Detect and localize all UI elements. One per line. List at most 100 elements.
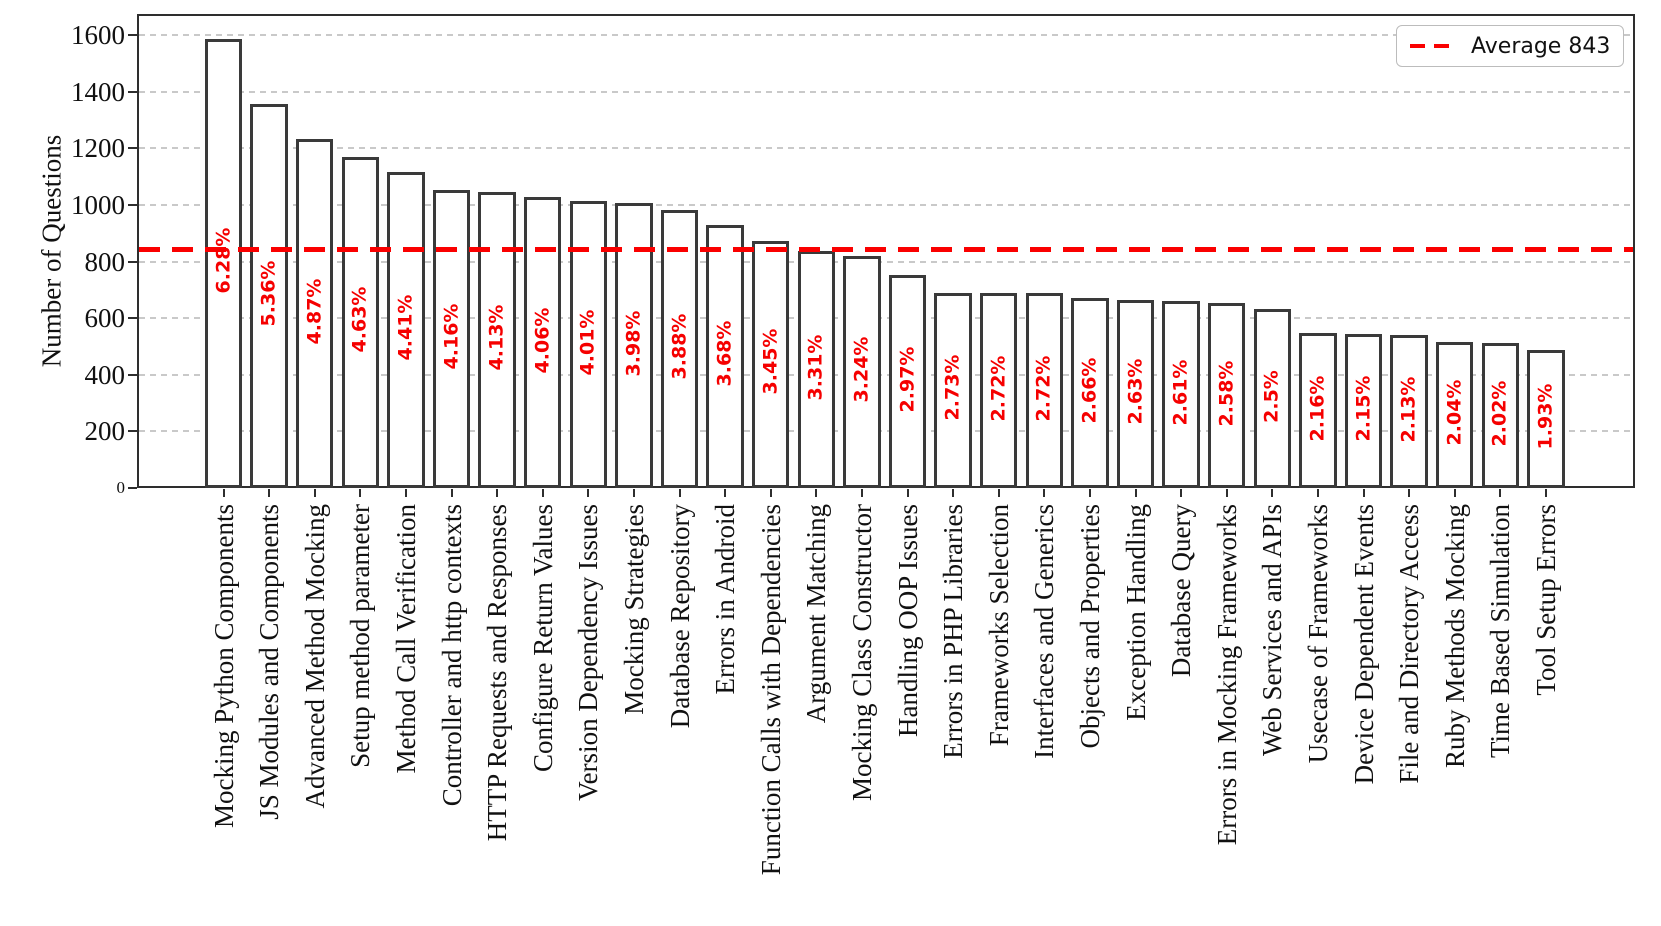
bar	[1299, 333, 1337, 488]
x-tick-label-text: Usecase of Frameworks	[1302, 504, 1333, 764]
bar	[1071, 297, 1109, 488]
x-tick-mark	[587, 489, 590, 497]
x-tick-label: Database Query	[1166, 504, 1196, 682]
bar-percent-label: 2.73%	[942, 355, 964, 426]
x-tick-label-text: Controller and http contexts	[436, 504, 467, 807]
bar-percent-text: 2.5%	[1260, 369, 1283, 423]
x-tick-mark	[1180, 489, 1183, 497]
y-tick-mark	[128, 90, 137, 93]
bar-percent-text: 3.68%	[713, 320, 736, 387]
bar-percent-text: 2.63%	[1124, 358, 1147, 425]
x-tick-label: Objects and Properties	[1075, 504, 1105, 753]
x-tick-label: Device Dependent Events	[1348, 504, 1378, 789]
bar-percent-label: 3.68%	[713, 320, 736, 392]
y-tick-mark	[128, 260, 137, 263]
y-tick-mark	[128, 317, 137, 320]
x-tick-label-text: HTTP Requests and Responses	[481, 504, 512, 842]
y-tick-mark	[128, 204, 137, 206]
bar-percent-text: 2.15%	[1352, 375, 1375, 442]
bar-percent-text: 3.24%	[850, 336, 873, 403]
bar-percent-label: 4.16%	[440, 304, 462, 375]
gridline	[139, 430, 1633, 433]
bar-percent-label: 2.58%	[1215, 360, 1237, 431]
bar-percent-label: 2.97%	[896, 346, 919, 417]
bar-percent-text: 3.88%	[668, 313, 691, 380]
legend: Average 843	[1396, 25, 1624, 67]
bar	[1162, 301, 1200, 488]
y-tick-label: 200	[84, 416, 126, 447]
bar	[341, 156, 380, 488]
x-tick-label-text: Tool Setup Errors	[1530, 504, 1561, 696]
legend-average-label: Average 843	[1471, 33, 1611, 59]
bar-percent-text: 5.36%	[257, 260, 280, 327]
y-tick-label: 600	[84, 303, 126, 334]
x-tick-mark	[632, 489, 635, 497]
x-tick-label-text: Interfaces and Generics	[1029, 504, 1060, 759]
x-tick-label: Setup method parameter	[345, 504, 375, 773]
bar-percent-text: 1.93%	[1534, 383, 1557, 450]
bar-percent-label: 3.88%	[668, 313, 691, 385]
bar	[204, 38, 243, 488]
bar-percent-text: 4.41%	[394, 294, 417, 361]
x-tick-mark	[1362, 489, 1365, 497]
x-tick-mark	[1453, 489, 1456, 497]
x-tick-label: Handling OOP Issues	[892, 504, 922, 742]
y-tick-mark	[128, 34, 137, 37]
bar-percent-label: 3.31%	[805, 334, 827, 405]
bar-percent-text: 2.97%	[896, 346, 919, 413]
x-tick-label-text: JS Modules and Components	[253, 504, 284, 820]
x-tick-mark	[222, 489, 225, 497]
x-tick-mark	[268, 489, 271, 497]
bar	[1390, 335, 1428, 488]
x-tick-label: Frameworks Selection	[983, 504, 1014, 751]
bar-percent-text: 4.13%	[485, 304, 508, 371]
y-tick-label: 800	[84, 246, 126, 277]
bar	[888, 275, 927, 488]
x-tick-mark	[1544, 489, 1547, 497]
bar	[478, 192, 516, 488]
x-tick-label-text: Database Repository	[664, 504, 695, 729]
x-tick-label: Web Services and APIs	[1257, 504, 1288, 761]
bar-percent-label: 2.61%	[1170, 359, 1192, 430]
bar-percent-text: 3.45%	[759, 329, 782, 395]
bar	[1527, 349, 1565, 488]
x-tick-label-text: Time Based Simulation	[1485, 504, 1516, 759]
y-tick-label: 1600	[71, 20, 125, 51]
bar	[295, 139, 334, 488]
x-tick-mark	[860, 489, 863, 497]
x-tick-mark	[313, 489, 316, 497]
x-tick-label: Ruby Methods Mocking	[1439, 504, 1470, 773]
x-tick-label: Database Repository	[664, 504, 695, 733]
x-tick-mark	[1043, 489, 1046, 497]
x-tick-label-text: Errors in PHP Libraries	[937, 504, 968, 759]
y-tick-label: 400	[84, 359, 126, 390]
x-tick-label: File and Directory Access	[1394, 504, 1424, 789]
x-tick-label: Function Calls with Dependencies	[756, 504, 786, 880]
x-tick-label: Method Call Verification	[391, 504, 421, 778]
x-tick-label: Usecase of Frameworks	[1302, 504, 1333, 768]
bar	[1207, 303, 1246, 488]
y-tick-mark	[128, 147, 137, 150]
x-tick-label-text: Errors in Android	[709, 504, 740, 695]
bar-percent-label: 3.45%	[759, 329, 782, 400]
x-tick-label-text: Ruby Methods Mocking	[1439, 504, 1470, 769]
gridline	[139, 147, 1633, 150]
bar-percent-text: 3.98%	[622, 310, 645, 376]
x-tick-mark	[541, 489, 544, 497]
x-tick-label: Time Based Simulation	[1485, 504, 1516, 763]
bar	[1344, 334, 1383, 488]
x-tick-label-text: Frameworks Selection	[983, 504, 1014, 747]
bar-percent-text: 2.72%	[987, 355, 1010, 422]
bar-percent-label: 2.72%	[987, 355, 1010, 426]
x-tick-mark	[496, 489, 499, 497]
y-tick-mark	[128, 487, 137, 489]
x-tick-mark	[1225, 489, 1228, 497]
gridline	[139, 90, 1633, 93]
bar	[432, 190, 471, 488]
x-tick-label-text: Advanced Method Mocking	[299, 504, 330, 809]
plot-area	[137, 14, 1635, 488]
x-tick-mark	[724, 489, 727, 497]
x-tick-label-text: Web Services and APIs	[1257, 504, 1288, 757]
bar	[1253, 309, 1292, 488]
